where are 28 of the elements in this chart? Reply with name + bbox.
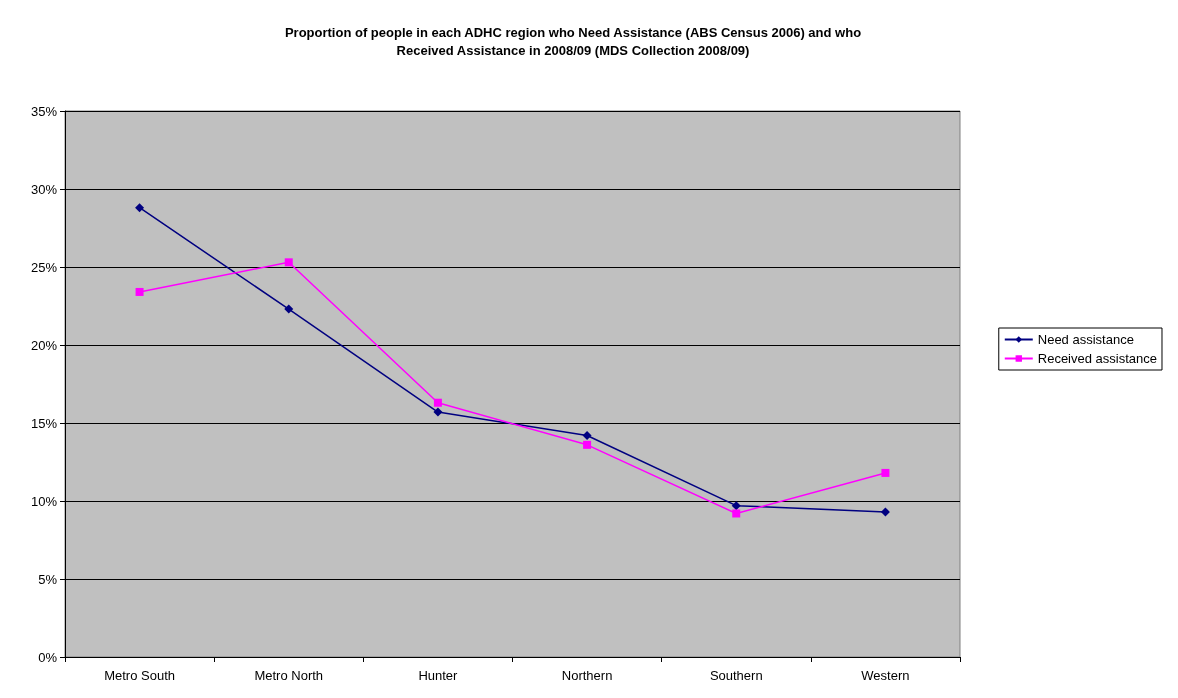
x-tick-label: Metro North	[254, 668, 324, 683]
y-tick-label: 35%	[30, 103, 58, 119]
point	[583, 440, 592, 449]
y-tick-label: 25%	[30, 259, 58, 275]
y-tick-label: 10%	[30, 493, 58, 509]
x-tick-label: Western	[861, 668, 910, 683]
x-tick-label: Southern	[709, 668, 763, 683]
x-tick-label: Metro South	[104, 668, 175, 683]
chart-title: Proportion of people in each ADHC region who Need Assistance (ABS Census 2006) and who Received Assistance in 2008/09 (MDS Collection 2008/09)	[284, 24, 862, 58]
point	[582, 430, 592, 440]
point	[284, 304, 294, 314]
point	[732, 509, 741, 518]
point	[731, 501, 741, 511]
x-tick-label: Hunter	[418, 668, 459, 683]
point	[433, 398, 442, 407]
point	[135, 203, 145, 213]
legend-label: Need assistance	[1037, 332, 1134, 347]
point	[135, 287, 144, 296]
y-tick-label: 5%	[38, 571, 58, 587]
x-tick-label: Northern	[561, 668, 613, 683]
point	[433, 407, 443, 417]
point	[284, 258, 293, 267]
y-tick-label: 30%	[30, 181, 58, 197]
legend-label: Received assistance	[1037, 351, 1158, 366]
y-tick-label: 15%	[30, 415, 58, 431]
y-tick-label: 20%	[30, 337, 58, 353]
y-tick-label: 0%	[38, 649, 58, 665]
point	[881, 468, 890, 477]
